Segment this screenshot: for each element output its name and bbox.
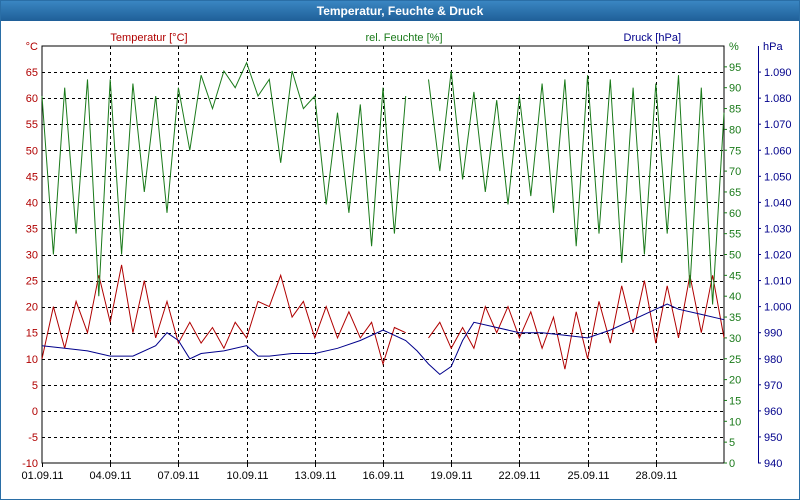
humidity-tick-label: 50 xyxy=(729,250,741,262)
pressure-line xyxy=(41,303,725,376)
humidity-tick-label: 70 xyxy=(729,166,741,178)
x-tick-label: 01.09.11 xyxy=(21,470,63,482)
series-layer xyxy=(41,61,725,376)
pressure-unit: hPa xyxy=(763,41,783,53)
humidity-tick-label: 5 xyxy=(729,437,735,449)
humidity-tick-label: 40 xyxy=(729,291,741,303)
pressure-tick-label: 950 xyxy=(764,432,782,444)
temperature-tick-label: 40 xyxy=(26,197,38,209)
humidity-tick-label: 95 xyxy=(729,62,741,74)
temperature-tick-label: 60 xyxy=(26,93,38,105)
x-tick-label: 25.09.11 xyxy=(567,470,609,482)
chart: 01.09.11 04.09.11 07.09.11 10.09.11 13.09.11… xyxy=(21,32,791,482)
x-tick-label: 10.09.11 xyxy=(226,470,268,482)
humidity-tick-label: 80 xyxy=(729,124,741,136)
humidity-tick-label: 35 xyxy=(729,312,741,324)
humidity-line xyxy=(41,61,407,297)
humidity-unit: % xyxy=(729,41,739,53)
pressure-tick-label: 1.070 xyxy=(764,119,792,131)
pressure-tick-label: 1.080 xyxy=(764,93,792,105)
pressure-tick-label: 940 xyxy=(764,458,782,470)
humidity-tick-label: 60 xyxy=(729,208,741,220)
pressure-tick-label: 1.090 xyxy=(764,67,792,79)
pressure-tick-label: 980 xyxy=(764,354,782,366)
x-tick-label: 13.09.11 xyxy=(294,470,336,482)
x-tick-label: 07.09.11 xyxy=(157,470,199,482)
humidity-tick-label: 15 xyxy=(729,395,741,407)
pressure-tick-label: 1.020 xyxy=(764,250,792,262)
x-tick-label: 28.09.11 xyxy=(635,470,677,482)
humidity-tick-label: 25 xyxy=(729,354,741,366)
humidity-tick-label: 30 xyxy=(729,333,741,345)
humidity-tick-label: 0 xyxy=(729,458,735,470)
temperature-line xyxy=(41,264,406,366)
temperature-tick-label: 5 xyxy=(32,380,38,392)
pressure-tick-label: 1.040 xyxy=(764,197,792,209)
temperature-tick-label: 55 xyxy=(26,119,38,131)
x-tick-label: 16.09.11 xyxy=(362,470,404,482)
x-tick-label: 19.09.11 xyxy=(430,470,472,482)
axis-labels: 01.09.11 04.09.11 07.09.11 10.09.11 13.09.11… xyxy=(21,32,791,482)
humidity-tick-label: 65 xyxy=(729,187,741,199)
temperature-tick-label: 15 xyxy=(26,328,38,340)
temperature-tick-label: 35 xyxy=(26,223,38,235)
temperature-tick-label: -10 xyxy=(22,458,38,470)
temperature-tick-label: 0 xyxy=(32,406,38,418)
pressure-tick-label: 970 xyxy=(764,380,782,392)
humidity-tick-label: 45 xyxy=(729,270,741,282)
x-tick-label: 22.09.11 xyxy=(498,470,540,482)
temperature-tick-label: 25 xyxy=(26,276,38,288)
temperature-tick-label: 65 xyxy=(26,67,38,79)
humidity-line xyxy=(428,70,725,305)
temperature-line xyxy=(428,275,725,370)
humidity-tick-label: 20 xyxy=(729,375,741,387)
temperature-tick-label: 10 xyxy=(26,354,38,366)
grid xyxy=(41,45,761,467)
pressure-tick-label: 1.030 xyxy=(764,223,792,235)
temperature-unit: °C xyxy=(26,41,38,53)
x-tick-label: 04.09.11 xyxy=(89,470,131,482)
window-title: Temperatur, Feuchte & Druck xyxy=(1,1,799,21)
temperature-tick-label: -5 xyxy=(28,432,38,444)
pressure-tick-label: 1.000 xyxy=(764,302,792,314)
temperature-tick-label: 20 xyxy=(26,302,38,314)
humidity-axis-title: rel. Feuchte [%] xyxy=(365,32,442,44)
temperature-tick-label: 30 xyxy=(26,250,38,262)
humidity-tick-label: 90 xyxy=(729,83,741,95)
temperature-tick-label: 45 xyxy=(26,171,38,183)
humidity-tick-label: 10 xyxy=(729,416,741,428)
temperature-tick-label: 50 xyxy=(26,145,38,157)
humidity-tick-label: 75 xyxy=(729,145,741,157)
pressure-axis-title: Druck [hPa] xyxy=(624,32,681,44)
pressure-tick-label: 1.060 xyxy=(764,145,792,157)
pressure-tick-label: 960 xyxy=(764,406,782,418)
pressure-tick-label: 1.010 xyxy=(764,276,792,288)
temperature-axis-title: Temperatur [°C] xyxy=(110,32,187,44)
humidity-tick-label: 85 xyxy=(729,104,741,116)
pressure-tick-label: 990 xyxy=(764,328,782,340)
humidity-tick-label: 55 xyxy=(729,229,741,241)
pressure-tick-label: 1.050 xyxy=(764,171,792,183)
